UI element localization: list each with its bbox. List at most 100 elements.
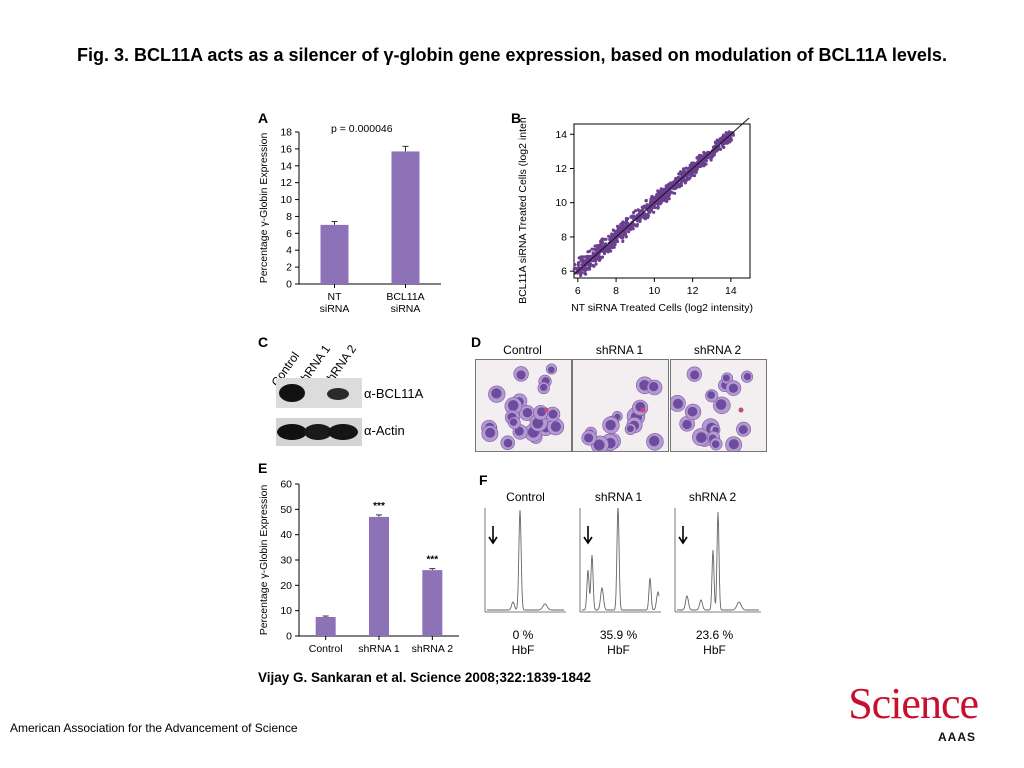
cytospin-image-control	[475, 359, 572, 452]
hbf-label-control: HbF	[483, 643, 563, 657]
cytospin-label-control: Control	[475, 343, 570, 357]
cell-nucleus	[688, 407, 698, 417]
scatter-point	[689, 164, 692, 167]
scatter-point	[621, 240, 624, 243]
y-tick-label: 2	[286, 262, 292, 274]
scatter-point	[603, 252, 606, 255]
cell-nucleus	[712, 440, 720, 448]
cell-nucleus	[723, 375, 730, 382]
scatter-point	[642, 206, 645, 209]
blot-band-label-actin: α-Actin	[364, 423, 405, 438]
y-tick-label: 12	[555, 163, 567, 175]
x-tick-label: 10	[649, 285, 661, 297]
arrow-down-icon	[679, 526, 687, 543]
cell-nucleus	[627, 425, 634, 432]
hplc-trace-control	[483, 508, 568, 624]
scatter-point	[597, 257, 600, 260]
p-value-annotation: p = 0.000046	[331, 123, 393, 135]
scatter-point	[679, 182, 682, 185]
x-axis-label: NT siRNA Treated Cells (log2 intensity)	[571, 302, 753, 314]
y-tick-label: 10	[280, 605, 292, 617]
scatter-point	[711, 155, 714, 158]
scatter-point	[688, 173, 691, 176]
scatter-point	[624, 230, 627, 233]
arrow-down-icon	[489, 526, 497, 543]
cytospin-label-shrna1: shRNA 1	[572, 343, 667, 357]
scatter-point	[626, 217, 629, 220]
blot-band-actin-control	[277, 424, 307, 440]
x-tick-label: siRNA	[391, 303, 421, 315]
significance-label: ***	[426, 555, 438, 566]
cell-nucleus	[485, 428, 495, 438]
cell-nucleus	[584, 433, 593, 442]
scatter-point	[730, 139, 733, 142]
cell-nucleus	[729, 384, 738, 393]
chromatogram-line	[582, 508, 659, 610]
scatter-point	[648, 211, 651, 214]
cell-field	[671, 360, 766, 451]
significance-label: ***	[373, 501, 385, 512]
hbf-label-shrna2: HbF	[672, 643, 757, 657]
y-tick-label: 8	[561, 231, 567, 243]
y-axis-label: Percentage γ-Globin Expression	[258, 133, 270, 284]
scatter-point	[609, 249, 612, 252]
bar	[321, 225, 349, 284]
x-tick-label: shRNA 2	[412, 643, 454, 655]
scatter-point	[588, 264, 591, 267]
scatter-point	[625, 235, 628, 238]
scatter-point	[656, 193, 659, 196]
scatter-point	[681, 170, 684, 173]
scatter-point	[702, 160, 705, 163]
scatter-point	[699, 165, 702, 168]
cell-nucleus	[696, 432, 707, 443]
cell-nucleus	[739, 425, 748, 434]
cell-nucleus	[548, 410, 557, 419]
publisher-footer: American Association for the Advancement…	[10, 721, 298, 735]
scatter-point	[625, 221, 628, 224]
y-tick-label: 10	[555, 197, 567, 209]
scatter-point	[614, 241, 617, 244]
blot-band-bcl11a-shrna2	[327, 388, 349, 400]
scatter-point	[587, 267, 590, 270]
cell-nucleus	[690, 370, 699, 379]
y-tick-label: 40	[280, 529, 292, 541]
y-tick-label: 10	[280, 194, 292, 206]
y-tick-label: 16	[280, 143, 292, 155]
scatter-point	[669, 181, 672, 184]
scatter-point	[636, 223, 639, 226]
y-tick-label: 50	[280, 504, 292, 516]
scatter-point	[652, 199, 655, 202]
scatter-point	[646, 203, 649, 206]
y-tick-label: 8	[286, 211, 292, 223]
bar	[392, 151, 420, 284]
citation: Vijay G. Sankaran et al. Science 2008;32…	[258, 670, 591, 685]
scatter-point	[693, 174, 696, 177]
x-tick-label: siRNA	[320, 303, 350, 315]
panel-a-bar-chart: 024681012141618Percentage γ-Globin Expre…	[255, 118, 455, 324]
scatter-point	[617, 228, 620, 231]
y-axis-label: BCL11A siRNA Treated Cells (log2 intensi…	[517, 118, 529, 304]
cell-nucleus	[716, 399, 726, 409]
y-tick-label: 0	[286, 631, 292, 643]
cell-nucleus	[605, 420, 615, 430]
cell-nucleus	[673, 399, 683, 409]
scatter-point	[638, 210, 641, 213]
scatter-point	[666, 197, 669, 200]
panel-letter-c: C	[258, 334, 268, 350]
scatter-point	[695, 171, 698, 174]
scatter-point	[682, 167, 685, 170]
cell-nucleus	[707, 391, 715, 399]
scatter-point	[668, 193, 671, 196]
bar	[369, 517, 389, 636]
y-tick-label: 12	[280, 177, 292, 189]
scatter-point	[658, 190, 661, 193]
scatter-point	[719, 148, 722, 151]
cell-nucleus	[516, 370, 525, 379]
chromatogram-line	[677, 512, 759, 610]
x-tick-label: BCL11A	[386, 291, 424, 303]
cytospin-image-shrna1	[572, 359, 669, 452]
scatter-point	[643, 215, 646, 218]
scatter-point	[598, 246, 601, 249]
scatter-point	[576, 267, 579, 270]
small-cell	[641, 408, 646, 413]
